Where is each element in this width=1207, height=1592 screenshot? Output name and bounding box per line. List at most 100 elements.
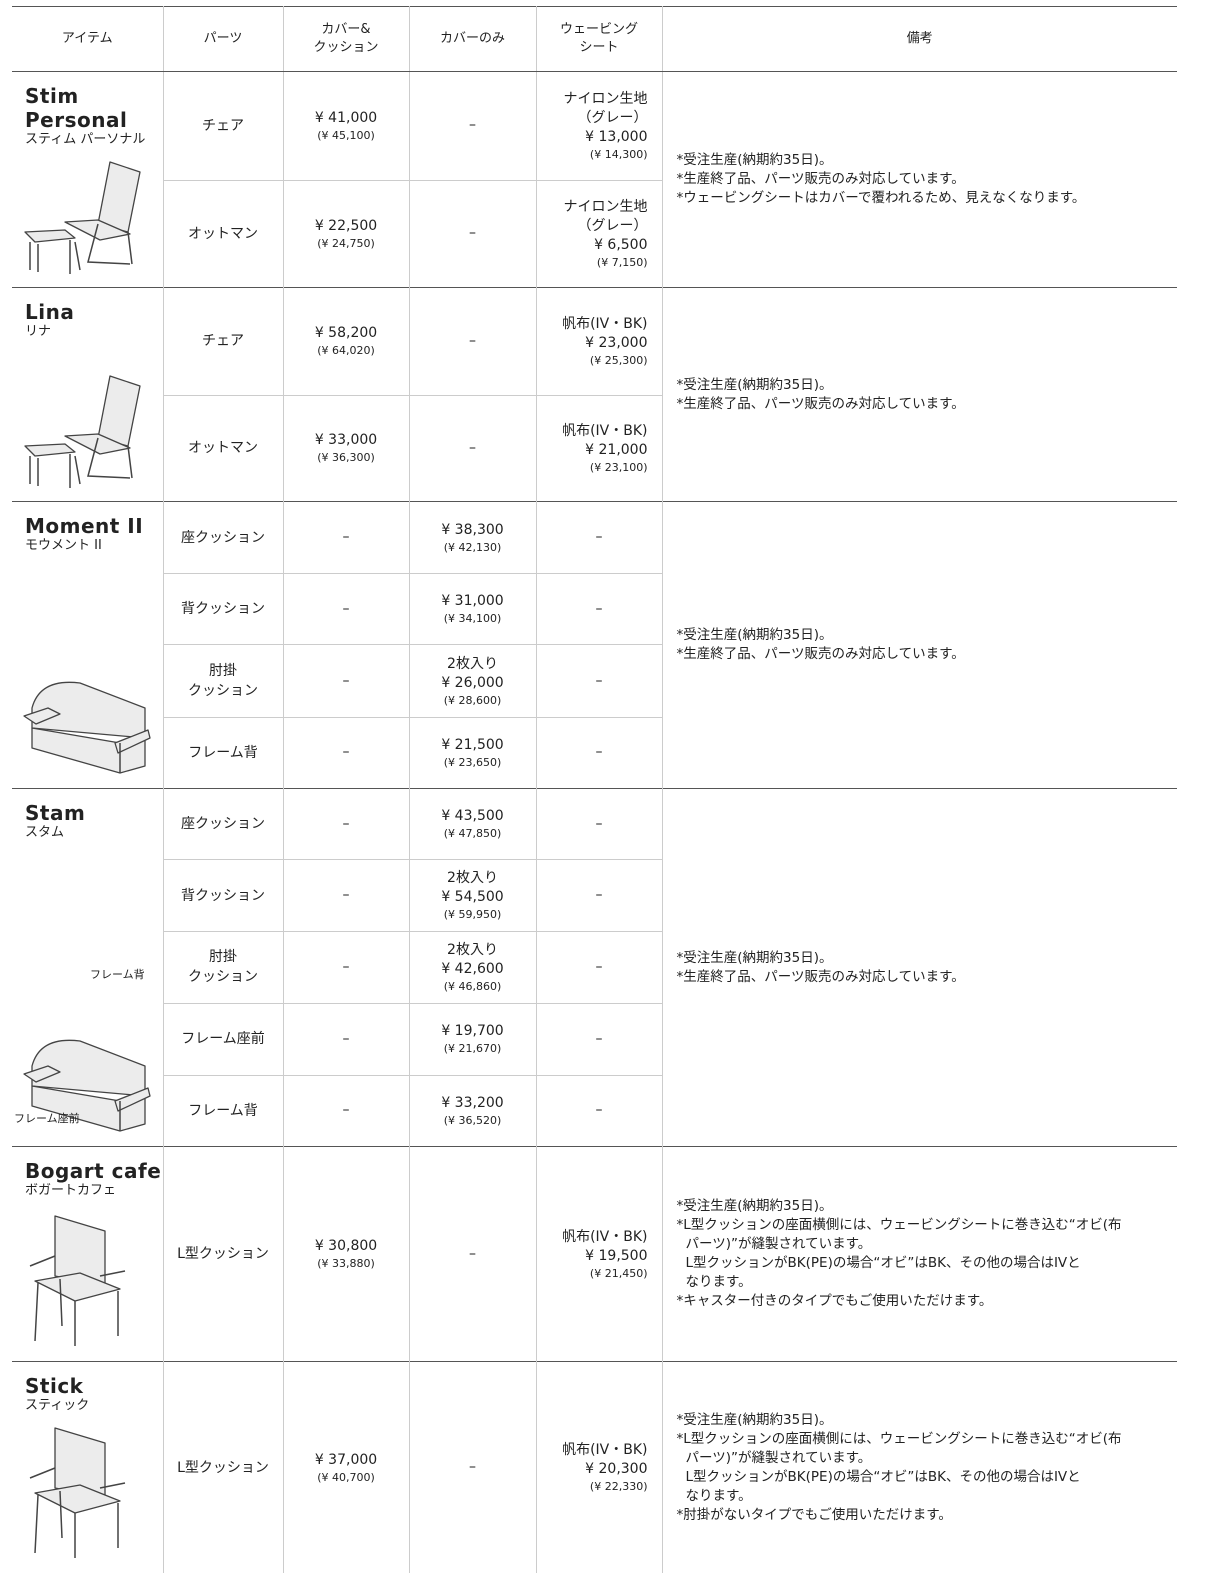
- note-line: L型クッションがBK(PE)の場合“オビ”はBK、その他の場合はIVと: [685, 1468, 1081, 1485]
- part-cell: 肘掛 クッション: [162, 931, 283, 1004]
- webbing-cell: 帆布(IV・BK) ¥ 20,300 (¥ 22,330): [535, 1361, 662, 1573]
- cell-line: –: [342, 958, 350, 975]
- illustration: [23, 681, 151, 774]
- part-name: フレーム背: [188, 1102, 258, 1119]
- cell-line: –: [342, 744, 350, 761]
- cover-only-cell: ¥ 38,300 (¥ 42,130): [408, 500, 536, 574]
- note-line: *受注生産(納期約35日)。: [676, 1198, 833, 1214]
- cell-line: (¥ 23,100): [589, 460, 648, 474]
- item-cell: Stim Personal スティム パーソナル: [12, 71, 163, 288]
- cover-cushion-cell: –: [282, 931, 409, 1004]
- illustration: [29, 1427, 126, 1558]
- part-cell: フレーム背: [162, 716, 283, 789]
- table-row: Stick スティック L型クッション ¥ 37,000 (¥ 40,700) – 帆布(I…: [12, 1361, 1177, 1573]
- table-row: オットマン ¥ 33,000 (¥ 36,300) – 帆布(IV・BK) ¥ 21,00…: [12, 394, 1177, 502]
- cell-line: （グレー）: [577, 217, 648, 234]
- illustration-wrap: [20, 658, 155, 782]
- cell-line: ¥ 21,500: [441, 736, 504, 753]
- illustration-wrap: [20, 152, 155, 281]
- cell-line: (¥ 7,150): [596, 255, 648, 269]
- illustration: [29, 1215, 126, 1346]
- notes-cell: *受注生産(納期約35日)。 *生産終了品、パーツ販売のみ対応しています。: [661, 788, 1177, 1147]
- table-row: 背クッション – ¥ 31,000 (¥ 34,100) –: [12, 573, 1177, 645]
- cell-line: ¥ 38,300: [441, 521, 504, 538]
- cell-line: ¥ 13,000: [585, 128, 648, 145]
- note-line: パーツ)”が縫製されています。: [685, 1449, 872, 1466]
- illustration: [24, 375, 141, 488]
- note-line: *生産終了品、パーツ販売のみ対応しています。: [676, 171, 965, 187]
- cell-line: ¥ 26,000: [441, 674, 504, 691]
- table-row: 背クッション – 2枚入り ¥ 54,500 (¥ 59,950) –: [12, 859, 1177, 932]
- part-cell: L型クッション: [162, 1361, 283, 1573]
- cell-line: –: [342, 887, 350, 904]
- cell-line: –: [595, 1102, 603, 1119]
- item-box: Lina リナ: [12, 288, 163, 501]
- cover-cushion-cell: –: [282, 716, 409, 789]
- cover-only-cell: –: [408, 287, 536, 395]
- note-line: *L型クッションの座面横側には、ウェービングシートに巻き込む“オビ(布: [676, 1430, 1122, 1447]
- item-cell: Stam スタム フレーム背 フレーム座前: [12, 788, 163, 1147]
- cell-line: –: [595, 1030, 603, 1047]
- note-line: L型クッションがBK(PE)の場合“オビ”はBK、その他の場合はIVと: [685, 1255, 1081, 1271]
- cell-line: –: [469, 1459, 476, 1475]
- part-name: 背クッション: [181, 887, 265, 904]
- cell-line: ナイロン生地: [563, 198, 648, 215]
- part-cell: チェア: [162, 287, 283, 395]
- part-name: オットマン: [188, 225, 258, 242]
- cell-line: ¥ 42,600: [441, 960, 504, 977]
- cell-line: –: [595, 600, 603, 617]
- cell-line: –: [469, 1245, 476, 1262]
- cell-line: –: [469, 332, 476, 349]
- item-cell: Lina リナ: [12, 287, 163, 502]
- webbing-cell: 帆布(IV・BK) ¥ 23,000 (¥ 25,300): [535, 287, 662, 395]
- part-cell: 背クッション: [162, 573, 283, 645]
- cover-only-cell: ¥ 33,200 (¥ 36,520): [408, 1074, 536, 1147]
- cell-line: (¥ 28,600): [443, 693, 502, 707]
- illustration-wrap: [20, 366, 155, 495]
- cell-line: (¥ 45,100): [317, 128, 375, 142]
- note-line: *受注生産(納期約35日)。: [676, 949, 833, 966]
- cell-line: –: [342, 600, 350, 617]
- cell-line: ¥ 37,000: [314, 1451, 378, 1468]
- cover-cushion-cell: ¥ 58,200 (¥ 64,020): [282, 287, 409, 395]
- cell-line: ¥ 58,200: [314, 325, 378, 342]
- cover-only-cell: –: [408, 394, 536, 502]
- cell-line: –: [595, 958, 603, 975]
- item-box: Stam スタム フレーム背 フレーム座前: [12, 789, 163, 1146]
- header-cell: 備考: [661, 6, 1177, 72]
- note-line: *受注生産(納期約35日)。: [676, 1411, 833, 1428]
- cover-cushion-cell: –: [282, 573, 409, 645]
- note-line: *ウェービングシートはカバーで覆われるため、見えなくなります。: [676, 190, 1086, 206]
- webbing-cell: –: [535, 1002, 662, 1076]
- item-box: Moment II モウメント II: [12, 502, 163, 788]
- note-line: パーツ)”が縫製されています。: [685, 1236, 872, 1252]
- cell-line: (¥ 36,300): [317, 451, 375, 465]
- part-name: フレーム座前: [181, 1031, 265, 1048]
- cover-cushion-cell: –: [282, 500, 409, 574]
- table-row: 肘掛 クッション – 2枚入り ¥ 26,000 (¥ 28,600) –: [12, 644, 1177, 718]
- cover-only-cell: –: [408, 1146, 536, 1362]
- webbing-cell: 帆布(IV・BK) ¥ 19,500 (¥ 21,450): [535, 1146, 662, 1362]
- cell-line: ¥ 19,700: [441, 1023, 504, 1040]
- note-line: *キャスター付きのタイプでもご使用いただけます。: [676, 1293, 993, 1309]
- cover-only-cell: ¥ 21,500 (¥ 23,650): [408, 716, 536, 789]
- illustration-wrap: [20, 1016, 155, 1140]
- header-cell: ウェービング シート: [535, 6, 662, 72]
- webbing-cell: –: [535, 931, 662, 1004]
- cell-line: (¥ 24,750): [317, 236, 375, 250]
- part-cell: 座クッション: [162, 500, 283, 574]
- note-line: *生産終了品、パーツ販売のみ対応しています。: [676, 646, 965, 662]
- table-row: Bogart cafe ボガートカフェ L型クッション ¥ 30,800 (¥ 33,8…: [12, 1146, 1177, 1362]
- cell-line: –: [342, 529, 350, 546]
- part-name: 肘掛 クッション: [188, 663, 258, 700]
- item-name: Stam: [25, 801, 86, 825]
- cover-cushion-cell: ¥ 37,000 (¥ 40,700): [282, 1361, 409, 1573]
- header-cell: カバー& クッション: [282, 6, 409, 72]
- notes-cell: *受注生産(納期約35日)。 *生産終了品、パーツ販売のみ対応しています。: [661, 287, 1177, 502]
- item-name: Stim Personal: [25, 84, 128, 132]
- notes-cell: *受注生産(納期約35日)。 *生産終了品、パーツ販売のみ対応しています。 *ウェー…: [661, 71, 1177, 288]
- cover-cushion-cell: ¥ 33,000 (¥ 36,300): [282, 394, 409, 502]
- part-name: フレーム背: [188, 744, 258, 761]
- cover-only-cell: ¥ 19,700 (¥ 21,670): [408, 1002, 536, 1076]
- cell-line: (¥ 14,300): [589, 147, 648, 161]
